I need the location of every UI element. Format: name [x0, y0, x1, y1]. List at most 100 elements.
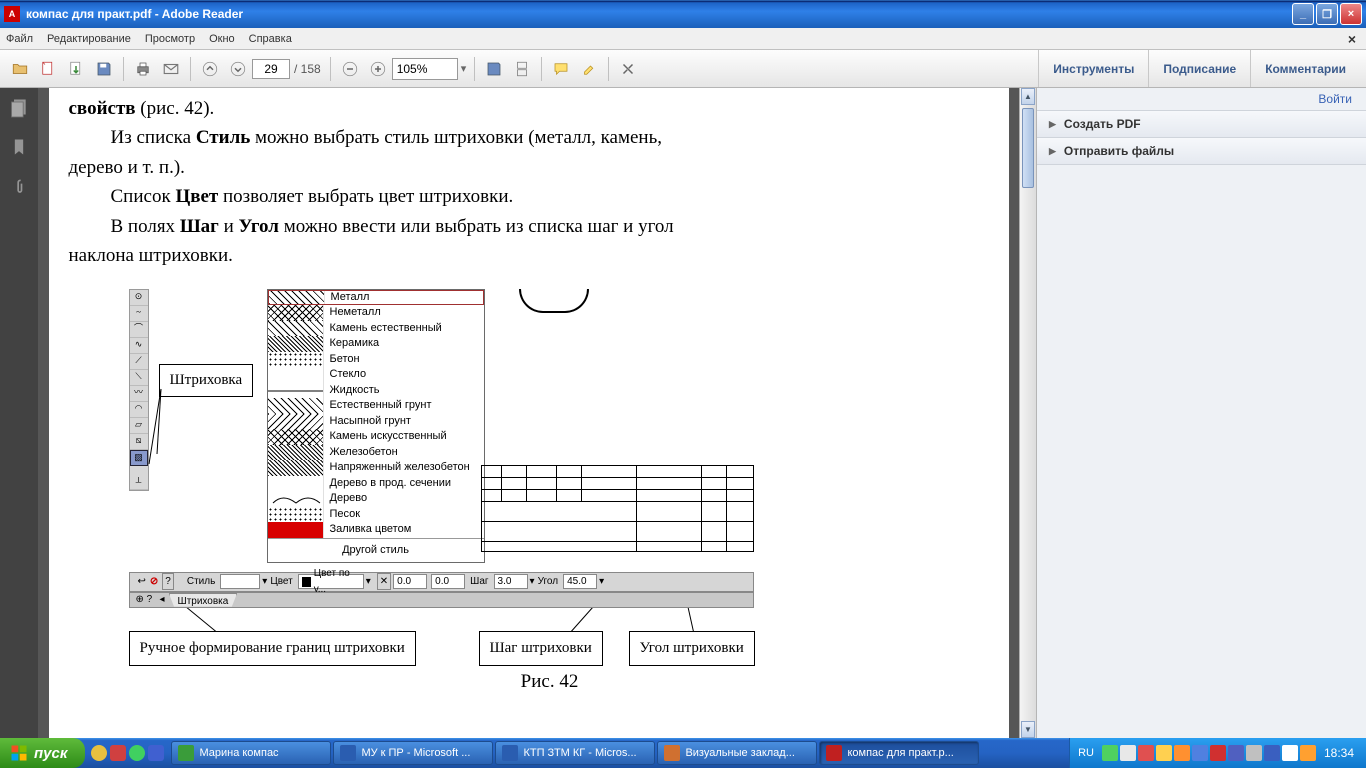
hatch-style-list[interactable]: Металл Неметалл Камень естественный Кера…: [267, 289, 485, 563]
prop-help-icon[interactable]: ?: [162, 573, 174, 591]
tab-hatch[interactable]: Штриховка: [169, 593, 238, 607]
scroll-down-icon[interactable]: ▼: [1021, 721, 1035, 738]
lang-indicator[interactable]: RU: [1078, 747, 1094, 759]
list-item-solid-fill[interactable]: Заливка цветом: [268, 522, 484, 538]
create-pdf-button[interactable]: [36, 57, 60, 81]
page-up-button[interactable]: [198, 57, 222, 81]
tool-5[interactable]: ⟋: [130, 354, 148, 370]
prop-angle-drop-icon[interactable]: ▾: [599, 574, 604, 590]
zoom-select[interactable]: [392, 58, 458, 80]
scroll-thumb[interactable]: [1022, 108, 1034, 188]
minimize-button[interactable]: _: [1292, 3, 1314, 25]
maximize-button[interactable]: ❐: [1316, 3, 1338, 25]
export-button[interactable]: [64, 57, 88, 81]
tray-icon[interactable]: [1156, 745, 1172, 761]
close-button[interactable]: ×: [1340, 3, 1362, 25]
scroll-up-icon[interactable]: ▲: [1021, 88, 1035, 105]
list-item-rebar-concrete[interactable]: Железобетон: [268, 445, 484, 461]
list-item-glass[interactable]: Стекло: [268, 367, 484, 383]
signin-link[interactable]: Войти: [1037, 88, 1366, 111]
taskbar-task[interactable]: Визуальные заклад...: [657, 741, 817, 765]
tool-hatch[interactable]: ▨: [130, 450, 148, 466]
tray-icon[interactable]: [1246, 745, 1262, 761]
tray-icon[interactable]: [1210, 745, 1226, 761]
prop-point-icon[interactable]: ✕: [377, 573, 391, 591]
thumbnails-icon[interactable]: [9, 96, 29, 118]
tray-icon[interactable]: [1264, 745, 1280, 761]
prop-back-icon[interactable]: ↩: [138, 574, 146, 590]
list-item-liquid[interactable]: Жидкость: [268, 383, 484, 399]
tab-help-icon[interactable]: ⊕ ?: [136, 592, 153, 608]
menu-edit[interactable]: Редактирование: [47, 33, 131, 45]
attachments-icon[interactable]: [9, 176, 29, 198]
list-item-concrete[interactable]: Бетон: [268, 352, 484, 368]
tool-12[interactable]: ⟂: [130, 474, 148, 490]
prop-style-field[interactable]: [220, 574, 260, 589]
panel-send-files[interactable]: ▶Отправить файлы: [1037, 138, 1366, 165]
list-other-style[interactable]: Другой стиль: [268, 538, 484, 562]
zoom-dropdown-icon[interactable]: ▾: [458, 62, 470, 75]
taskbar-task[interactable]: Марина компас: [171, 741, 331, 765]
comments-tab[interactable]: Комментарии: [1250, 50, 1360, 87]
tool-1[interactable]: ⊙: [130, 290, 148, 306]
zoom-in-button[interactable]: [366, 57, 390, 81]
taskbar-task[interactable]: КТП ЗТМ КГ - Micros...: [495, 741, 655, 765]
prop-color-drop-icon[interactable]: ▾: [366, 574, 371, 590]
tools-tab[interactable]: Инструменты: [1038, 50, 1148, 87]
list-item-soil-fill[interactable]: Насыпной грунт: [268, 414, 484, 430]
highlight-button[interactable]: [577, 57, 601, 81]
tray-icon[interactable]: [1174, 745, 1190, 761]
page-down-button[interactable]: [226, 57, 250, 81]
list-item-stone-nat[interactable]: Камень естественный: [268, 321, 484, 337]
tool-2[interactable]: ~: [130, 306, 148, 322]
prop-step-field[interactable]: 3.0: [494, 574, 528, 589]
tool-10[interactable]: ⧅: [130, 434, 148, 450]
page-number-input[interactable]: [252, 59, 290, 79]
list-item-ceramic[interactable]: Керамика: [268, 336, 484, 352]
taskbar-task[interactable]: МУ к ПР - Microsoft ...: [333, 741, 493, 765]
list-item-wood[interactable]: Дерево: [268, 491, 484, 507]
list-item-wood-long[interactable]: Дерево в прод. сечении: [268, 476, 484, 492]
list-item-metal[interactable]: Металл: [268, 290, 484, 306]
bookmarks-icon[interactable]: [9, 136, 29, 158]
tool-9[interactable]: ▱: [130, 418, 148, 434]
menu-view[interactable]: Просмотр: [145, 33, 195, 45]
tray-icon[interactable]: [1138, 745, 1154, 761]
start-button[interactable]: пуск: [0, 738, 85, 768]
tool-3[interactable]: ⌒: [130, 322, 148, 338]
tray-icon[interactable]: [1282, 745, 1298, 761]
tab-scroll-left-icon[interactable]: ◂: [160, 592, 165, 608]
scroll-mode-button[interactable]: [510, 57, 534, 81]
tool-8[interactable]: ◠: [130, 402, 148, 418]
tray-icon[interactable]: [1120, 745, 1136, 761]
panel-create-pdf[interactable]: ▶Создать PDF: [1037, 111, 1366, 138]
clock[interactable]: 18:34: [1320, 746, 1358, 760]
list-item-sand[interactable]: Песок: [268, 507, 484, 523]
zoom-out-button[interactable]: [338, 57, 362, 81]
ql-icon-3[interactable]: [129, 745, 145, 761]
open-button[interactable]: [8, 57, 32, 81]
list-item-prestressed[interactable]: Напряженный железобетон: [268, 460, 484, 476]
document-scrollbar[interactable]: ▲ ▼: [1019, 88, 1036, 738]
prop-x-field[interactable]: 0.0: [393, 574, 427, 589]
list-item-stone-art[interactable]: Камень искусственный: [268, 429, 484, 445]
tool-4[interactable]: ∿: [130, 338, 148, 354]
tray-icon[interactable]: [1192, 745, 1208, 761]
list-item-nonmetal[interactable]: Неметалл: [268, 305, 484, 321]
tray-icon[interactable]: [1300, 745, 1316, 761]
menu-help[interactable]: Справка: [249, 33, 292, 45]
menu-file[interactable]: Файл: [6, 33, 33, 45]
save-button[interactable]: [92, 57, 116, 81]
prop-angle-field[interactable]: 45.0: [563, 574, 597, 589]
list-item-soil-nat[interactable]: Естественный грунт: [268, 398, 484, 414]
tray-icon[interactable]: [1228, 745, 1244, 761]
sign-tab[interactable]: Подписание: [1148, 50, 1250, 87]
ql-icon-4[interactable]: [148, 745, 164, 761]
read-mode-button[interactable]: [616, 57, 640, 81]
save-copy-button[interactable]: [482, 57, 506, 81]
print-button[interactable]: [131, 57, 155, 81]
email-button[interactable]: [159, 57, 183, 81]
ql-icon-1[interactable]: [91, 745, 107, 761]
prop-color-field[interactable]: Цвет по у...: [298, 574, 364, 589]
menu-window[interactable]: Окно: [209, 33, 235, 45]
